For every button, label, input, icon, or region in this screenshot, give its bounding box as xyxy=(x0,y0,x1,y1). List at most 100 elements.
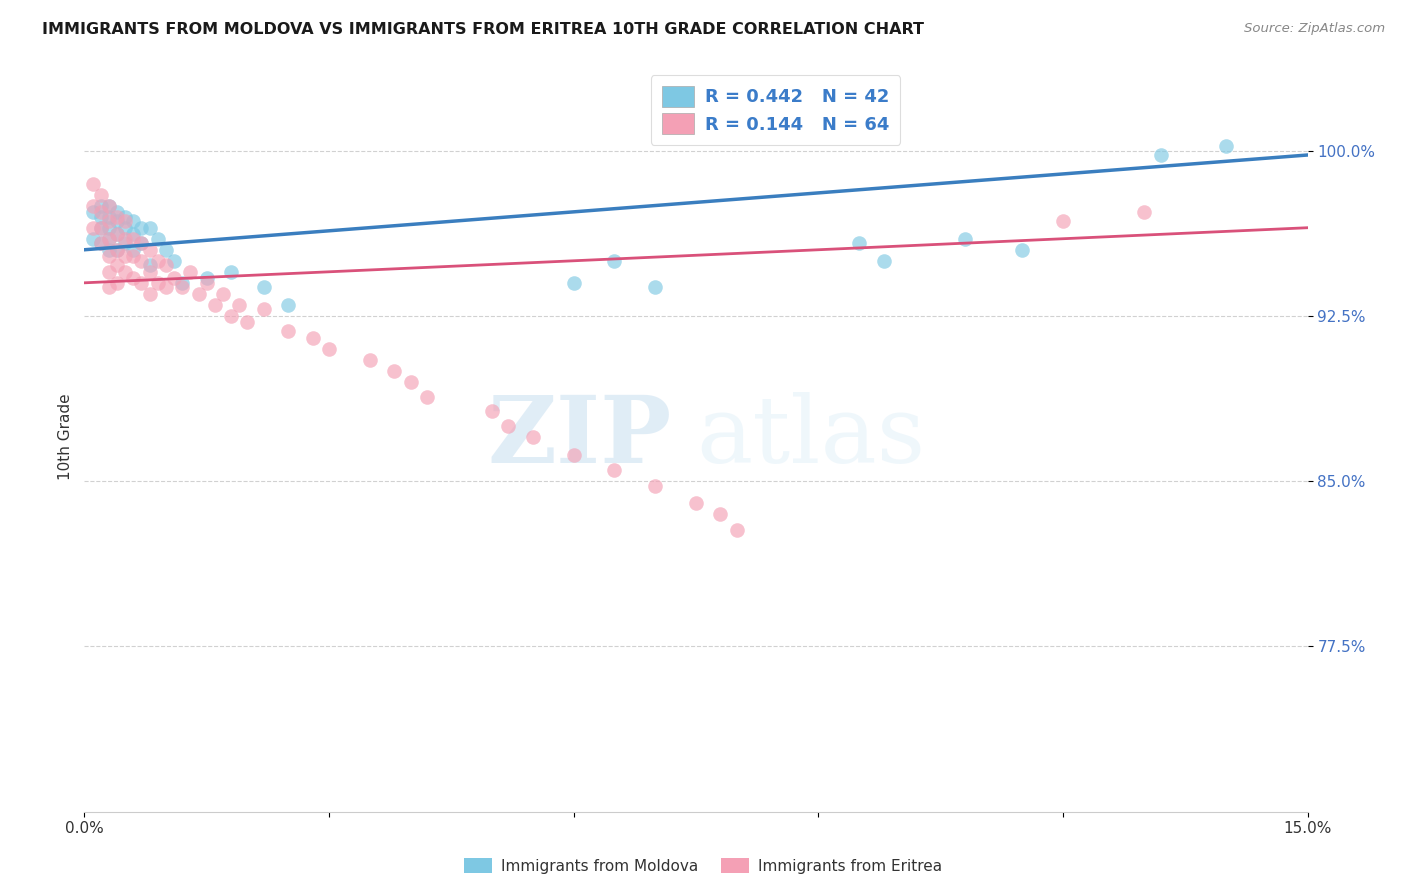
Point xyxy=(122,243,145,257)
Text: Source: ZipAtlas.com: Source: ZipAtlas.com xyxy=(1244,22,1385,36)
Point xyxy=(644,280,666,294)
Point xyxy=(172,276,194,290)
Point xyxy=(179,265,201,279)
Point xyxy=(195,271,218,285)
Point xyxy=(97,280,120,294)
Point xyxy=(105,214,128,228)
Point xyxy=(131,276,153,290)
Point xyxy=(872,253,894,268)
Point xyxy=(163,253,186,268)
Point xyxy=(146,232,169,246)
Point xyxy=(1150,148,1173,162)
Point xyxy=(236,316,259,330)
Point xyxy=(82,232,104,246)
Point xyxy=(97,265,120,279)
Point xyxy=(97,232,120,246)
Point xyxy=(90,220,112,235)
Point xyxy=(146,276,169,290)
Point xyxy=(97,243,120,257)
Point xyxy=(122,271,145,285)
Point xyxy=(97,214,120,228)
Point xyxy=(97,249,120,263)
Point xyxy=(138,265,160,279)
Point xyxy=(105,243,128,257)
Point xyxy=(131,236,153,251)
Point xyxy=(1215,139,1237,153)
Point xyxy=(603,253,626,268)
Point xyxy=(82,205,104,219)
Point xyxy=(90,210,112,224)
Point xyxy=(90,220,112,235)
Point xyxy=(155,258,177,272)
Point xyxy=(1011,243,1033,257)
Point xyxy=(138,243,160,257)
Point xyxy=(90,187,112,202)
Point xyxy=(318,342,340,356)
Point xyxy=(359,353,381,368)
Point xyxy=(138,258,160,272)
Point xyxy=(644,478,666,492)
Legend: R = 0.442   N = 42, R = 0.144   N = 64: R = 0.442 N = 42, R = 0.144 N = 64 xyxy=(651,75,900,145)
Point xyxy=(155,243,177,257)
Point xyxy=(114,232,136,246)
Point xyxy=(212,286,235,301)
Text: ZIP: ZIP xyxy=(488,392,672,482)
Point xyxy=(122,249,145,263)
Point xyxy=(204,298,226,312)
Point xyxy=(114,265,136,279)
Legend: Immigrants from Moldova, Immigrants from Eritrea: Immigrants from Moldova, Immigrants from… xyxy=(458,852,948,880)
Point xyxy=(114,210,136,224)
Point xyxy=(399,375,422,389)
Point xyxy=(172,280,194,294)
Point xyxy=(253,302,276,317)
Point xyxy=(481,403,503,417)
Point xyxy=(603,463,626,477)
Point xyxy=(97,199,120,213)
Point xyxy=(82,177,104,191)
Text: IMMIGRANTS FROM MOLDOVA VS IMMIGRANTS FROM ERITREA 10TH GRADE CORRELATION CHART: IMMIGRANTS FROM MOLDOVA VS IMMIGRANTS FR… xyxy=(42,22,924,37)
Point xyxy=(277,324,299,338)
Point xyxy=(277,298,299,312)
Point xyxy=(1052,214,1074,228)
Point xyxy=(105,210,128,224)
Point xyxy=(131,220,153,235)
Point xyxy=(114,236,136,251)
Point xyxy=(138,286,160,301)
Point xyxy=(122,232,145,246)
Point xyxy=(97,220,120,235)
Point xyxy=(146,253,169,268)
Point xyxy=(416,391,439,405)
Point xyxy=(97,232,120,246)
Point xyxy=(253,280,276,294)
Point xyxy=(90,199,112,213)
Point xyxy=(122,227,145,242)
Y-axis label: 10th Grade: 10th Grade xyxy=(58,393,73,481)
Point xyxy=(382,364,405,378)
Point xyxy=(522,430,544,444)
Point xyxy=(562,276,585,290)
Point xyxy=(122,214,145,228)
Point xyxy=(105,243,128,257)
Point xyxy=(301,331,323,345)
Point xyxy=(105,227,128,242)
Point xyxy=(82,199,104,213)
Point xyxy=(90,205,112,219)
Point xyxy=(131,253,153,268)
Point xyxy=(97,210,120,224)
Point xyxy=(228,298,250,312)
Point xyxy=(1133,205,1156,219)
Point xyxy=(195,276,218,290)
Point xyxy=(90,236,112,251)
Text: atlas: atlas xyxy=(696,392,925,482)
Point xyxy=(90,236,112,251)
Point xyxy=(219,265,242,279)
Point xyxy=(685,496,707,510)
Point xyxy=(114,249,136,263)
Point xyxy=(725,523,748,537)
Point xyxy=(114,220,136,235)
Point xyxy=(163,271,186,285)
Point xyxy=(114,214,136,228)
Point xyxy=(219,309,242,323)
Point xyxy=(498,419,520,434)
Point xyxy=(97,199,120,213)
